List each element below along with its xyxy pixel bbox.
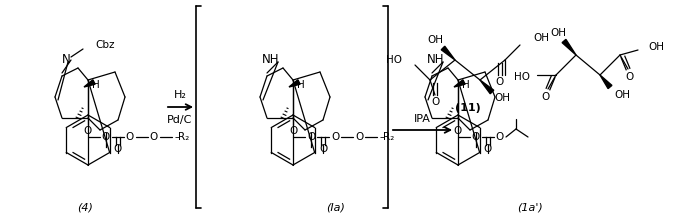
Text: O: O [431,97,439,107]
Polygon shape [454,80,465,87]
Text: (11): (11) [455,103,481,113]
Text: N: N [62,52,71,65]
Text: O: O [472,132,480,142]
Text: NH: NH [262,52,280,65]
Text: Pd/C: Pd/C [167,115,192,125]
Text: H: H [297,80,305,90]
Text: O: O [114,144,122,154]
Text: –: – [175,132,180,142]
Text: O: O [542,92,550,102]
Text: H: H [92,80,100,90]
Text: (4): (4) [77,202,93,212]
Text: R₂: R₂ [383,132,394,142]
Polygon shape [562,39,576,55]
Polygon shape [480,80,494,94]
Text: O: O [331,132,339,142]
Text: O: O [484,144,492,154]
Text: O: O [454,126,462,136]
Text: O: O [496,77,504,87]
Text: O: O [355,132,363,142]
Text: OH: OH [648,42,664,52]
Text: HO: HO [386,55,402,65]
Text: –: – [380,132,385,142]
Polygon shape [600,75,612,89]
Text: H₂: H₂ [174,90,186,100]
Text: OH: OH [494,93,510,103]
Text: NH: NH [427,52,444,65]
Text: R₂: R₂ [178,132,189,142]
Text: (Ia): (Ia) [327,202,345,212]
Text: O: O [319,144,327,154]
Text: O: O [307,132,315,142]
Text: O: O [126,132,134,142]
Polygon shape [289,80,300,87]
Text: O: O [102,132,110,142]
Polygon shape [441,46,455,60]
Polygon shape [84,80,95,87]
Text: (1a'): (1a') [517,202,543,212]
Text: OH: OH [427,35,443,45]
Text: OH: OH [614,90,630,100]
Text: H: H [462,80,470,90]
Text: O: O [626,72,634,82]
Text: O: O [84,126,92,136]
Text: OH: OH [550,28,566,38]
Text: O: O [496,132,504,142]
Text: O: O [150,132,158,142]
Text: OH: OH [533,33,549,43]
Text: HO: HO [514,72,530,82]
Text: O: O [289,126,297,136]
Text: IPA: IPA [414,114,430,124]
Text: Cbz: Cbz [95,40,115,50]
